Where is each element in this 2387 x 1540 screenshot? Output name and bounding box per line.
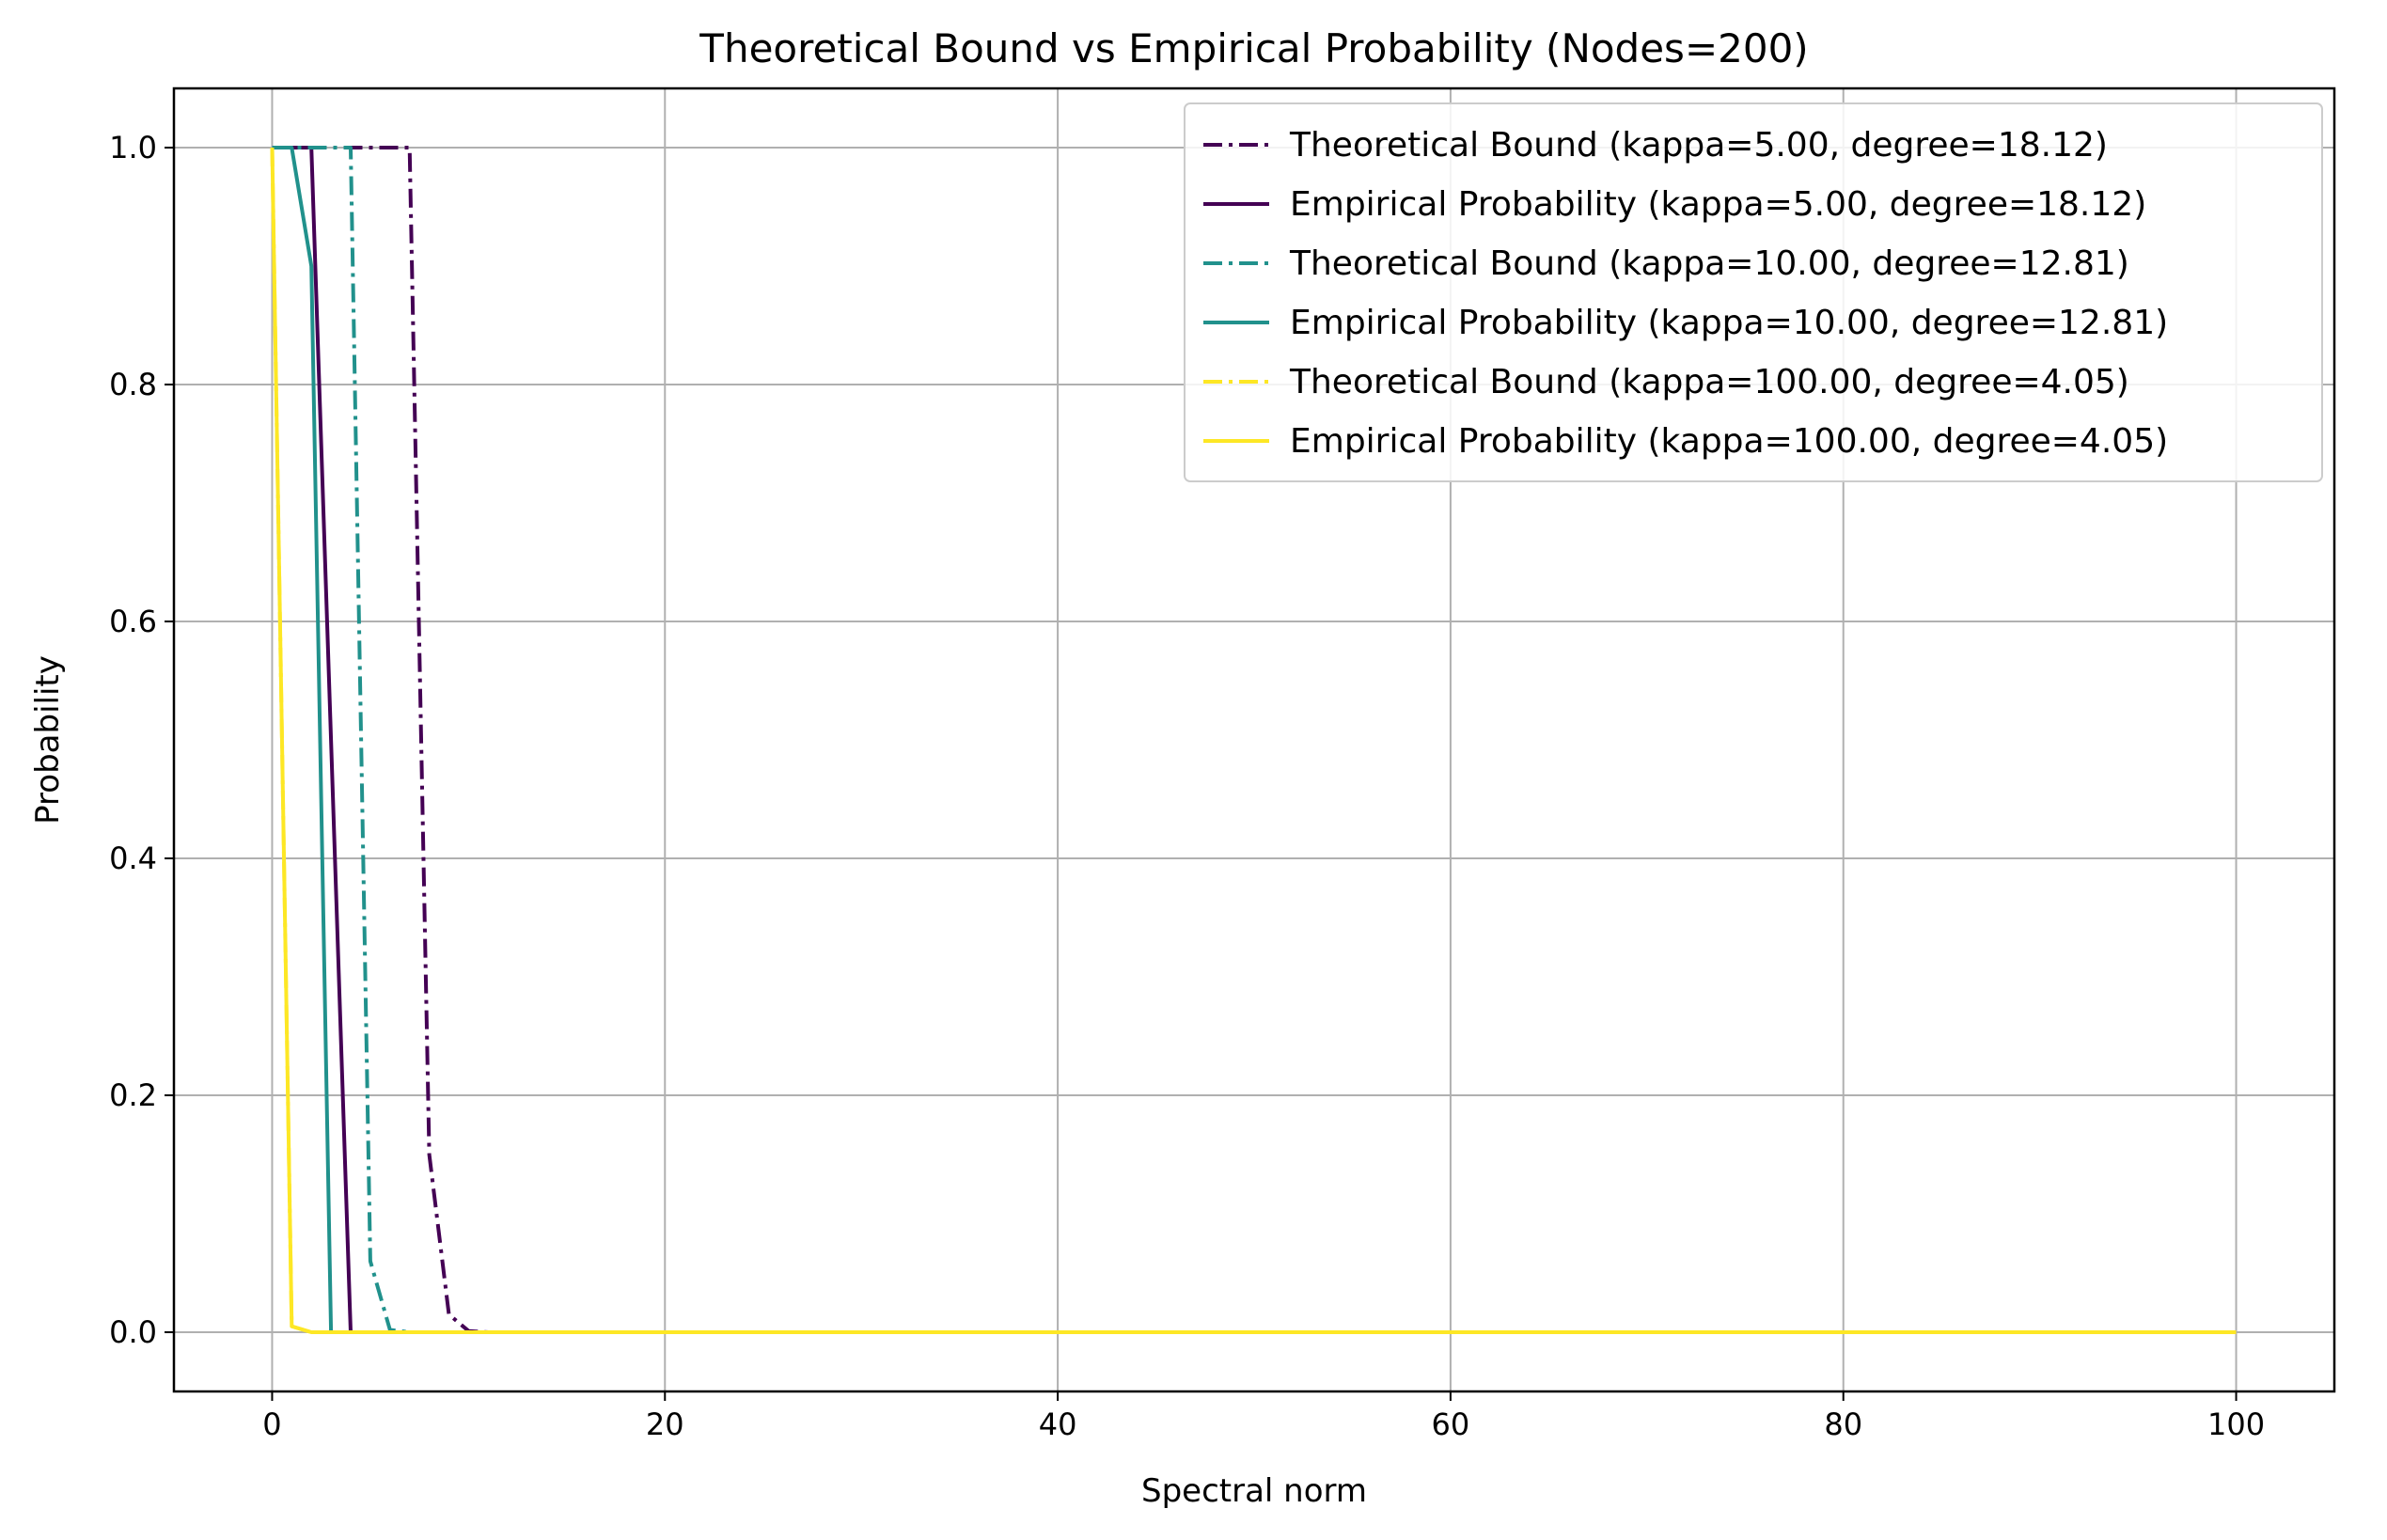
x-axis-label: Spectral norm [1141,1472,1367,1510]
x-tick-label: 20 [646,1406,684,1442]
y-axis-label: Probability [29,655,67,825]
legend-label-5: Theoretical Bound (kappa=100.00, degree=… [1289,363,2129,401]
legend-label-3: Theoretical Bound (kappa=10.00, degree=1… [1289,244,2129,283]
tick-layer: 0 20 40 60 80 100 0.0 0.2 0.4 0.6 0.8 1.0 [109,130,2265,1442]
x-tick-label: 100 [2207,1406,2265,1442]
x-tick-label: 40 [1039,1406,1077,1442]
legend: Theoretical Bound (kappa=5.00, degree=18… [1184,102,2323,482]
chart-title: Theoretical Bound vs Empirical Probabili… [699,25,1808,71]
y-tick-label: 0.8 [109,367,157,402]
legend-label-1: Theoretical Bound (kappa=5.00, degree=18… [1289,126,2108,165]
series-layer [270,146,2237,1334]
y-tick-label: 0.0 [109,1314,157,1350]
legend-label-6: Empirical Probability (kappa=100.00, deg… [1290,422,2168,461]
plot-frame [172,86,2336,1393]
y-tick-label: 0.6 [109,604,157,639]
series-line-6 [270,147,2237,1334]
x-tick-label: 0 [262,1406,281,1442]
legend-label-2: Empirical Probability (kappa=5.00, degre… [1290,185,2146,224]
y-tick-label: 0.2 [109,1077,157,1113]
x-tick-label: 80 [1824,1406,1862,1442]
x-tick-label: 60 [1432,1406,1470,1442]
y-tick-label: 0.4 [109,841,157,876]
legend-label-4: Empirical Probability (kappa=10.00, degr… [1290,304,2168,342]
y-tick-label: 1.0 [109,130,157,165]
legend-box [1184,102,2323,482]
